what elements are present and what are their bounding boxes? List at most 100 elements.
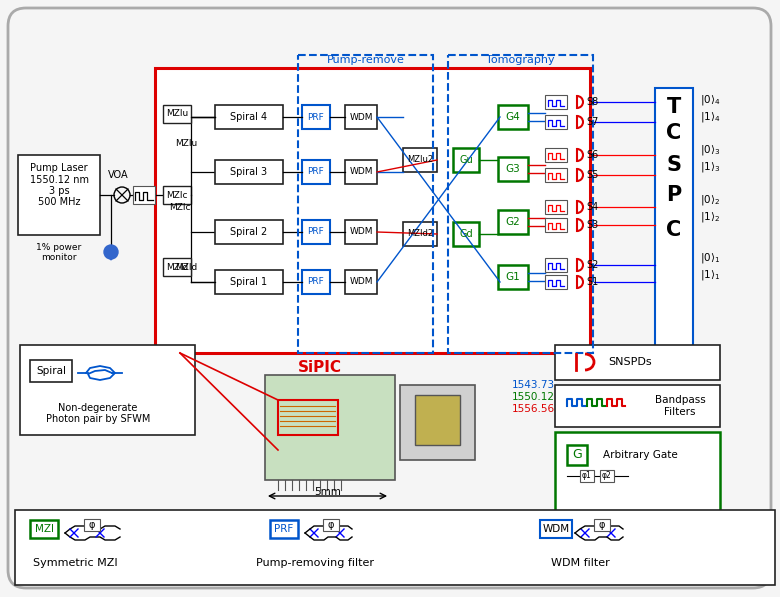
FancyBboxPatch shape: [545, 115, 567, 129]
Text: P: P: [666, 185, 682, 205]
FancyBboxPatch shape: [163, 105, 191, 123]
FancyBboxPatch shape: [345, 220, 377, 244]
FancyBboxPatch shape: [655, 88, 693, 373]
Text: MZI: MZI: [34, 524, 54, 534]
FancyBboxPatch shape: [302, 220, 330, 244]
Text: φ: φ: [89, 520, 95, 530]
Text: S5: S5: [586, 170, 598, 180]
FancyBboxPatch shape: [580, 470, 594, 482]
FancyBboxPatch shape: [18, 155, 100, 235]
Text: MZIc: MZIc: [169, 202, 190, 211]
Text: PRF: PRF: [307, 227, 324, 236]
FancyBboxPatch shape: [323, 519, 339, 531]
Text: S2: S2: [586, 260, 598, 270]
Text: $|1\rangle_2$: $|1\rangle_2$: [700, 210, 720, 224]
Text: Pump-remove: Pump-remove: [327, 55, 405, 65]
Text: MZIc: MZIc: [166, 190, 188, 199]
Text: WDM: WDM: [349, 112, 373, 122]
FancyBboxPatch shape: [545, 168, 567, 182]
Text: Non-degenerate: Non-degenerate: [58, 403, 138, 413]
FancyBboxPatch shape: [545, 258, 567, 272]
Text: Arbitrary Gate: Arbitrary Gate: [603, 450, 677, 460]
FancyBboxPatch shape: [403, 148, 437, 172]
Text: Pump-removing filter: Pump-removing filter: [256, 558, 374, 568]
Text: $|1\rangle_1$: $|1\rangle_1$: [700, 268, 720, 282]
FancyBboxPatch shape: [453, 148, 479, 172]
Text: 1% power: 1% power: [37, 244, 82, 253]
FancyBboxPatch shape: [545, 148, 567, 162]
Polygon shape: [106, 252, 116, 260]
FancyBboxPatch shape: [453, 222, 479, 246]
FancyBboxPatch shape: [345, 105, 377, 129]
Text: MZIu: MZIu: [166, 109, 188, 118]
Text: Spiral 2: Spiral 2: [230, 227, 268, 237]
Text: C: C: [666, 220, 682, 240]
Text: $|0\rangle_4$: $|0\rangle_4$: [700, 93, 721, 107]
Text: WDM filter: WDM filter: [551, 558, 609, 568]
Text: 1550.12: 1550.12: [512, 392, 555, 402]
Text: VOA: VOA: [108, 170, 129, 180]
Text: Tomography: Tomography: [486, 55, 555, 65]
FancyBboxPatch shape: [415, 395, 460, 445]
FancyBboxPatch shape: [345, 270, 377, 294]
Text: PRF: PRF: [307, 168, 324, 177]
Text: SiPIC: SiPIC: [298, 361, 342, 376]
Text: Spiral 4: Spiral 4: [230, 112, 268, 122]
FancyBboxPatch shape: [594, 519, 610, 531]
Text: $|0\rangle_3$: $|0\rangle_3$: [700, 143, 720, 157]
FancyBboxPatch shape: [302, 105, 330, 129]
Text: 1550.12 nm: 1550.12 nm: [30, 175, 88, 185]
Text: G: G: [572, 448, 582, 461]
FancyBboxPatch shape: [540, 520, 572, 538]
Text: $|0\rangle_1$: $|0\rangle_1$: [700, 251, 720, 265]
Text: MZId: MZId: [166, 263, 188, 272]
Text: $|0\rangle_2$: $|0\rangle_2$: [700, 193, 720, 207]
Text: S8: S8: [586, 97, 598, 107]
Text: Spiral 3: Spiral 3: [230, 167, 268, 177]
FancyBboxPatch shape: [498, 265, 528, 289]
Text: WDM: WDM: [542, 524, 569, 534]
Text: 500 MHz: 500 MHz: [37, 197, 80, 207]
FancyBboxPatch shape: [15, 510, 775, 585]
Text: φ2: φ2: [602, 472, 612, 481]
Text: Filters: Filters: [665, 407, 696, 417]
FancyBboxPatch shape: [133, 186, 155, 204]
Text: 1543.73: 1543.73: [512, 380, 555, 390]
FancyBboxPatch shape: [302, 160, 330, 184]
FancyBboxPatch shape: [8, 8, 771, 588]
Text: PRF: PRF: [307, 112, 324, 122]
FancyBboxPatch shape: [84, 519, 100, 531]
FancyBboxPatch shape: [163, 186, 191, 204]
FancyBboxPatch shape: [600, 470, 614, 482]
Text: 1556.56: 1556.56: [512, 404, 555, 414]
Text: Bandpass: Bandpass: [654, 395, 705, 405]
Text: Spiral 1: Spiral 1: [230, 277, 268, 287]
FancyBboxPatch shape: [163, 258, 191, 276]
Text: φ1: φ1: [582, 472, 592, 481]
Text: SNSPDs: SNSPDs: [608, 357, 652, 367]
FancyBboxPatch shape: [155, 68, 590, 353]
FancyBboxPatch shape: [270, 520, 298, 538]
FancyBboxPatch shape: [567, 445, 587, 465]
Text: Gu: Gu: [459, 155, 473, 165]
Text: Symmetric MZI: Symmetric MZI: [33, 558, 117, 568]
Text: φ: φ: [599, 520, 605, 530]
Text: φ: φ: [328, 520, 335, 530]
Text: Pump Laser: Pump Laser: [30, 163, 88, 173]
Text: $|1\rangle_3$: $|1\rangle_3$: [700, 160, 720, 174]
Text: Photon pair by SFWM: Photon pair by SFWM: [46, 414, 151, 424]
Circle shape: [104, 245, 118, 259]
Text: G4: G4: [505, 112, 520, 122]
Text: S4: S4: [586, 202, 598, 212]
FancyBboxPatch shape: [555, 432, 720, 512]
Text: 3 ps: 3 ps: [48, 186, 69, 196]
Text: G2: G2: [505, 217, 520, 227]
FancyBboxPatch shape: [302, 270, 330, 294]
FancyBboxPatch shape: [30, 360, 72, 382]
Text: MZIu2: MZIu2: [407, 155, 433, 165]
Text: S3: S3: [586, 220, 598, 230]
Text: S: S: [666, 155, 682, 175]
FancyBboxPatch shape: [403, 222, 437, 246]
Text: Gd: Gd: [459, 229, 473, 239]
FancyBboxPatch shape: [545, 95, 567, 109]
